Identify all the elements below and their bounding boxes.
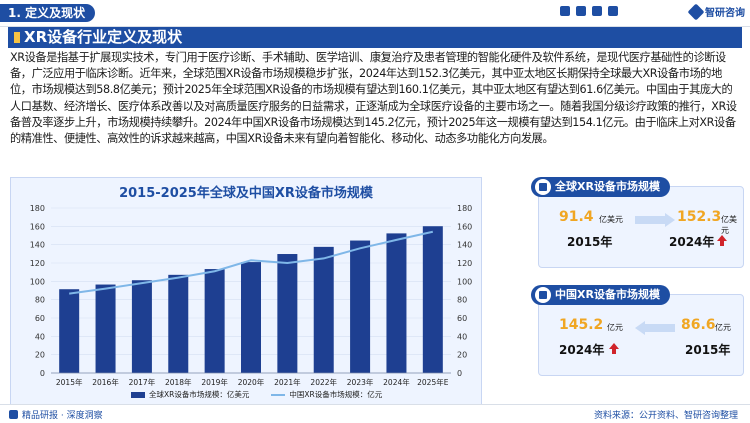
y-tick-right: 20: [457, 351, 467, 360]
y-tick-left: 0: [40, 369, 45, 378]
x-tick-label: 2020年: [238, 377, 265, 387]
logo: 智研咨询: [687, 3, 745, 20]
y-tick-left: 20: [35, 351, 45, 360]
x-tick-label: 2021年: [274, 377, 301, 387]
bar-global: [59, 289, 80, 373]
x-tick-label: 2017年: [129, 377, 156, 387]
china-unit-left: 亿元: [607, 323, 623, 332]
bar-global: [313, 246, 334, 373]
global-unit-right: 亿美元: [721, 215, 737, 235]
y-tick-right: 40: [457, 332, 467, 341]
global-unit-left: 亿美元: [599, 215, 623, 224]
bar-global: [350, 240, 371, 373]
top-icons: [560, 6, 618, 16]
top-bar: 1. 定义及现状 智研咨询: [0, 0, 750, 27]
y-tick-right: 180: [457, 204, 472, 213]
bar-global: [131, 280, 152, 373]
doc-icon[interactable]: [592, 6, 602, 16]
global-val-left: 91.4: [559, 209, 594, 225]
chart-legend: 全球XR设备市场规模：亿美元 中国XR设备市场规模：亿元: [131, 389, 382, 400]
global-card-title: 全球XR设备市场规模: [531, 177, 670, 197]
china-val-left: 145.2: [559, 317, 604, 333]
up-arrow-icon: [609, 343, 619, 354]
y-tick-right: 140: [457, 241, 472, 250]
y-tick-left: 120: [30, 259, 45, 268]
global-val-right: 152.3: [677, 209, 722, 225]
x-tick-label: 2025年E: [417, 377, 449, 387]
section-label: 1. 定义及现状: [0, 4, 96, 22]
market-chart: 2015-2025年全球及中国XR设备市场规模 0 0 20 20 40 40 60 60 80…: [10, 177, 482, 405]
logo-icon: [687, 3, 705, 20]
footer-source: 资料来源：公开资料、智研咨询整理: [593, 411, 738, 421]
footer: 精品研报 · 深度洞察 资料来源：公开资料、智研咨询整理: [0, 404, 750, 423]
footer-left: 精品研报 · 深度洞察: [9, 408, 103, 421]
y-tick-right: 100: [457, 277, 472, 286]
y-tick-left: 60: [35, 314, 45, 323]
y-tick-right: 80: [457, 296, 467, 305]
bar-global: [422, 226, 443, 373]
bar-global: [277, 254, 298, 373]
logo-text: 智研咨询: [705, 8, 745, 19]
x-tick-label: 2024年: [383, 377, 410, 387]
chart-title: 2015-2025年全球及中国XR设备市场规模: [119, 186, 373, 201]
china-year-left: 2024年: [559, 343, 605, 357]
legend-line: 中国XR设备市场规模：亿元: [271, 389, 382, 400]
bar-global: [95, 284, 116, 373]
x-tick-label: 2023年: [347, 377, 374, 387]
y-tick-left: 40: [35, 332, 45, 341]
china-unit-right: 亿元: [715, 323, 731, 332]
grid-icon[interactable]: [560, 6, 570, 16]
chart-icon[interactable]: [576, 6, 586, 16]
global-card: 全球XR设备市场规模 91.4 亿美元 2015年 152.3 亿美元 2024…: [531, 177, 744, 268]
legend-bar: 全球XR设备市场规模：亿美元: [131, 389, 249, 400]
china-card: 中国XR设备市场规模 145.2 亿元 2024年 86.6 亿元 2015年: [531, 285, 744, 376]
bar-global: [386, 233, 407, 373]
x-tick-label: 2019年: [201, 377, 228, 387]
y-tick-right: 0: [457, 369, 462, 378]
global-year-right: 2024年: [669, 235, 715, 249]
x-tick-label: 2022年: [310, 377, 337, 387]
flag-icon: [535, 287, 551, 303]
china-card-title: 中国XR设备市场规模: [531, 285, 670, 305]
y-tick-left: 100: [30, 277, 45, 286]
y-tick-left: 140: [30, 241, 45, 250]
share-icon[interactable]: [608, 6, 618, 16]
y-tick-right: 120: [457, 259, 472, 268]
y-tick-right: 160: [457, 222, 472, 231]
x-tick-label: 2018年: [165, 377, 192, 387]
x-tick-label: 2015年: [56, 377, 83, 387]
china-val-right: 86.6: [681, 317, 716, 333]
y-tick-left: 180: [30, 204, 45, 213]
x-tick-label: 2016年: [92, 377, 119, 387]
bar-global: [204, 269, 225, 373]
intro-paragraph: XR设备是指基于扩展现实技术，专门用于医疗诊断、手术辅助、医学培训、康复治疗及患…: [10, 51, 737, 146]
y-tick-left: 160: [30, 222, 45, 231]
bar-global: [241, 262, 261, 373]
page-title: XR设备行业定义及现状: [8, 27, 742, 48]
global-year-left: 2015年: [567, 235, 613, 249]
globe-icon: [535, 179, 551, 195]
y-tick-right: 60: [457, 314, 467, 323]
up-arrow-icon: [717, 235, 727, 246]
line-china: [69, 230, 434, 295]
chart-svg: 0 0 20 20 40 40 60 60 80 80 100 100 120 120 140 140 160 1…: [30, 204, 473, 387]
y-tick-left: 80: [35, 296, 45, 305]
left-arrow-icon: [635, 321, 675, 335]
right-arrow-icon: [635, 213, 675, 227]
bar-global: [168, 274, 189, 373]
china-year-right: 2015年: [685, 343, 731, 357]
